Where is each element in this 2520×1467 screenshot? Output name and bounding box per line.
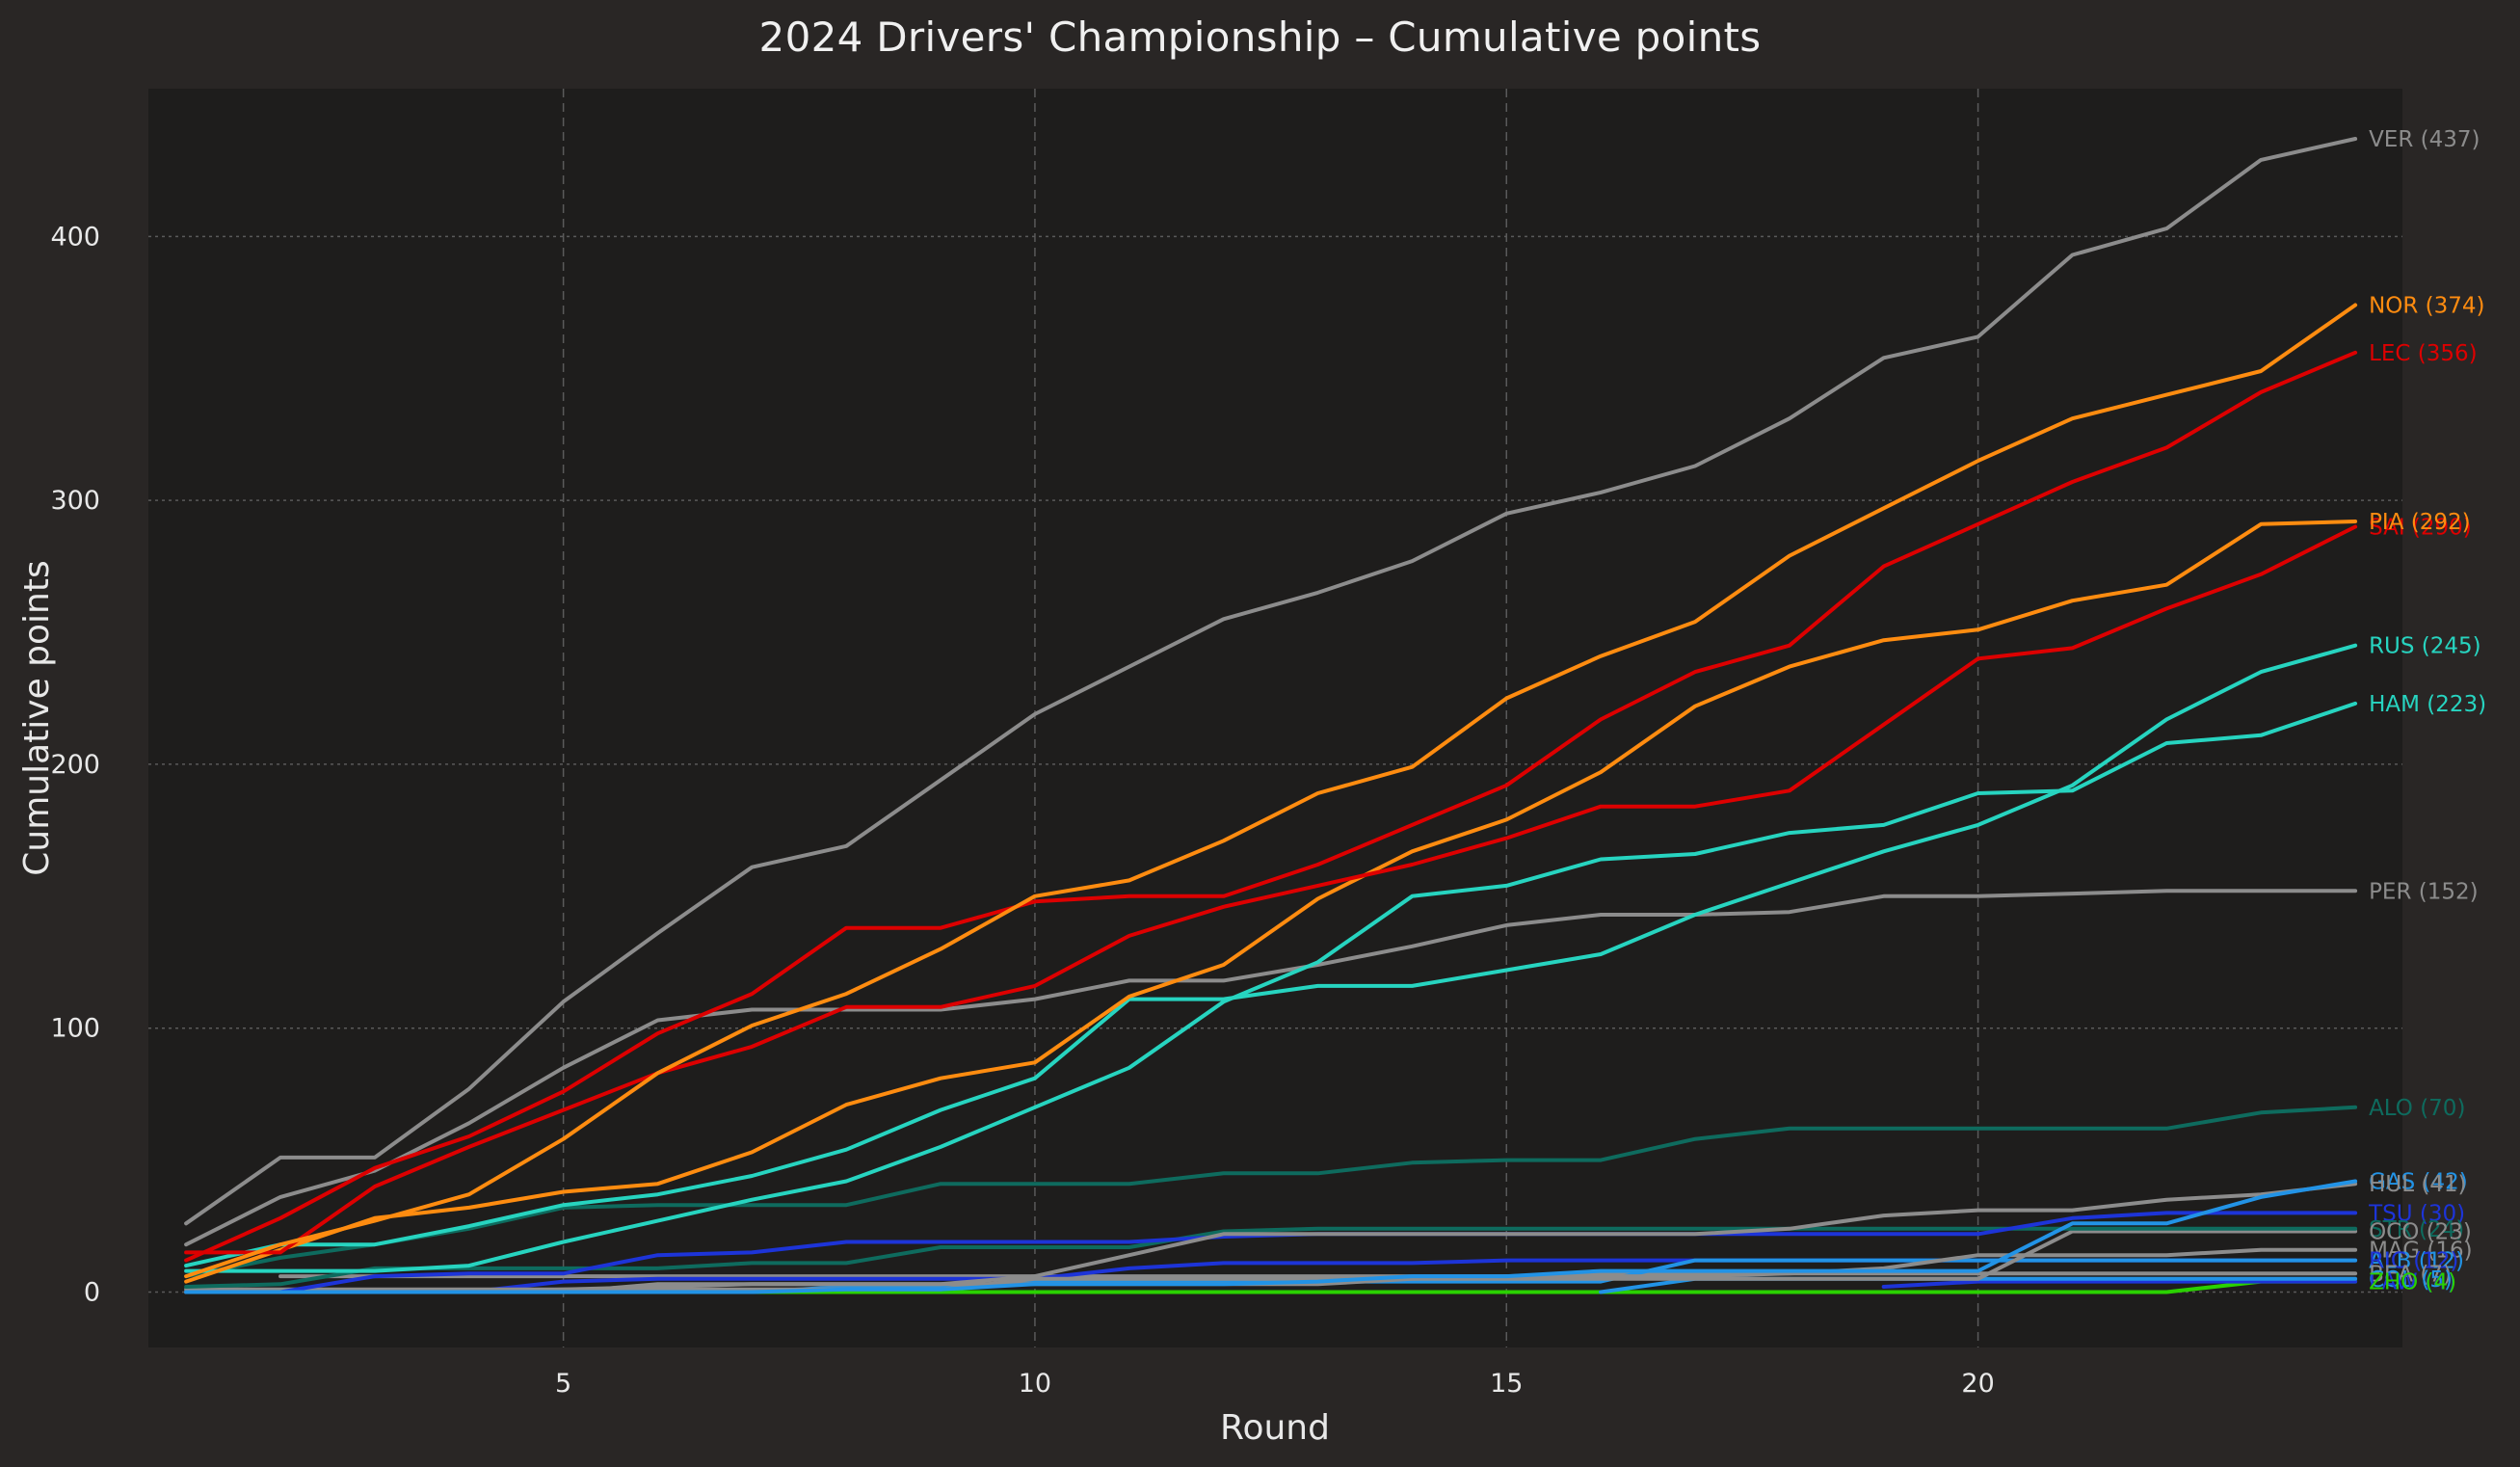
- series-line-law: [1881, 1279, 2358, 1289]
- series-line-bea: [279, 1271, 2358, 1279]
- x-tick-label: 15: [1490, 1369, 1523, 1399]
- y-tick-label: 0: [84, 1278, 100, 1308]
- end-label-ham: HAM (223): [2369, 692, 2486, 717]
- end-label-hul: HUL (41): [2369, 1172, 2466, 1197]
- end-label-ric: RIC (12): [2369, 1249, 2458, 1274]
- end-label-law: LAW (4): [2369, 1270, 2455, 1295]
- end-label-bea: BEA (7): [2369, 1262, 2452, 1287]
- y-tick-label: 200: [50, 750, 100, 780]
- series-line-lec: [184, 350, 2358, 1263]
- end-label-lec: LEC (356): [2369, 341, 2478, 366]
- end-label-col: COL (5): [2369, 1267, 2453, 1293]
- end-label-per: PER (152): [2369, 879, 2479, 904]
- y-tick-label: 400: [50, 222, 100, 252]
- series-line-alo: [184, 1105, 2358, 1279]
- end-label-alo: ALO (70): [2369, 1096, 2465, 1121]
- end-labels: VER (437) NOR (374) LEC (356) SAI (290)PIA …: [2368, 127, 2486, 1295]
- y-axis-label: Cumulative points: [17, 560, 57, 875]
- x-tick-label: 10: [1019, 1369, 1051, 1399]
- end-label-ver: VER (437): [2369, 127, 2480, 152]
- end-label-nor: NOR (374): [2369, 294, 2484, 319]
- x-tick-label: 20: [1961, 1369, 1994, 1399]
- end-label-gas: GAS (42): [2369, 1170, 2468, 1195]
- series-line-per: [184, 889, 2358, 1247]
- series-line-nor: [184, 303, 2358, 1279]
- end-label-pia: PIA (292): [2369, 510, 2471, 535]
- y-tick-label: 100: [50, 1014, 100, 1044]
- end-label-sai: SAI (290): [2369, 515, 2472, 540]
- series-line-ham: [184, 701, 2358, 1273]
- end-label-rus: RUS (245): [2369, 634, 2481, 659]
- end-label-zho: ZHO (4): [2369, 1270, 2456, 1295]
- x-axis-label: Round: [1220, 1408, 1330, 1448]
- series-line-rus: [184, 643, 2358, 1268]
- series-line-ver: [184, 137, 2358, 1226]
- end-label-str: STR (24): [2369, 1217, 2464, 1242]
- series-line-gas: [184, 1179, 2358, 1294]
- chart-title: 2024 Drivers' Championship – Cumulative …: [758, 13, 1762, 61]
- end-label-alb: ALB (12): [2369, 1249, 2464, 1274]
- series-lines: [184, 137, 2358, 1294]
- end-label-mag: MAG (16): [2369, 1239, 2473, 1264]
- end-label-oco: OCO (23): [2369, 1220, 2472, 1245]
- y-tick-label: 300: [50, 486, 100, 516]
- end-label-tsu: TSU (30): [2368, 1201, 2465, 1226]
- series-line-pia: [184, 520, 2358, 1284]
- x-tick-label: 5: [555, 1369, 571, 1399]
- series-line-str: [184, 1226, 2358, 1289]
- plot-area: [148, 89, 2402, 1347]
- series-line-sai: [184, 524, 2358, 1255]
